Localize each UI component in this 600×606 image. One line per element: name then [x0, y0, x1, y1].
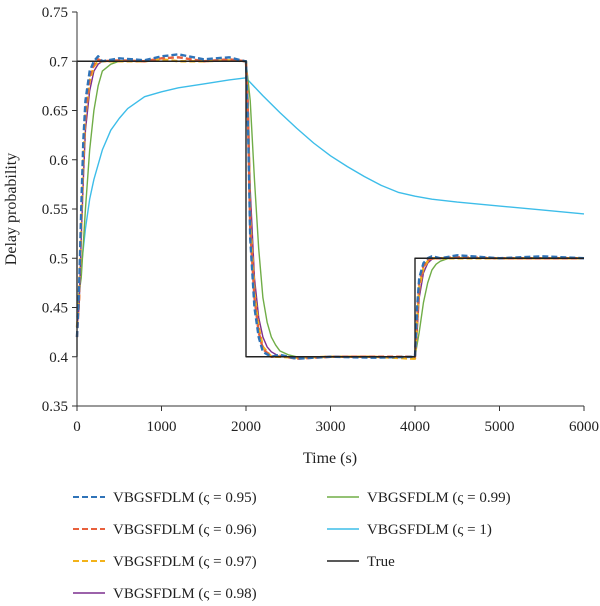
legend-label: VBGSFDLM (ς = 0.96) [113, 522, 257, 538]
y-tick-label: 0.45 [42, 301, 68, 317]
series-line-1 [75, 56, 584, 360]
x-tick-label: 2000 [231, 419, 261, 435]
x-tick-label: 6000 [569, 419, 599, 435]
series-line-2 [75, 58, 584, 360]
legend-label: VBGSFDLM (ς = 0.95) [113, 490, 257, 506]
y-tick-label: 0.5 [49, 251, 68, 267]
y-tick-label: 0.75 [42, 5, 68, 21]
y-tick-label: 0.35 [42, 399, 68, 415]
legend-label: VBGSFDLM (ς = 0.99) [367, 490, 511, 506]
x-tick-label: 5000 [485, 419, 515, 435]
y-tick-label: 0.7 [49, 54, 68, 70]
series-line-0 [75, 53, 585, 360]
legend-label: VBGSFDLM (ς = 0.97) [113, 554, 257, 570]
x-tick-label: 0 [73, 419, 81, 435]
x-tick-label: 1000 [147, 419, 177, 435]
series-layer [75, 53, 585, 360]
series-line-6 [76, 60, 584, 358]
x-axis-title: Time (s) [303, 450, 357, 467]
legend-label: VBGSFDLM (ς = 0.98) [113, 586, 257, 602]
y-tick-label: 0.55 [42, 202, 68, 218]
x-tick-label: 3000 [316, 419, 346, 435]
series-line-5 [76, 77, 585, 318]
x-tick-label: 4000 [400, 419, 430, 435]
series-line-4 [76, 60, 584, 358]
y-tick-label: 0.65 [42, 104, 68, 120]
axes-layer [76, 12, 584, 407]
legend-label: VBGSFDLM (ς = 1) [367, 522, 492, 538]
tick-layer: 0 1000 2000 3000 4000 5000 6000 0.35 0.4 0.45 0.5 0… [42, 5, 599, 435]
legend-label: True [367, 554, 395, 570]
series-line-3 [76, 60, 584, 358]
y-tick-label: 0.4 [49, 350, 68, 366]
y-axis-title: Delay probability [3, 153, 20, 265]
legend: VBGSFDLM (ς = 0.95) VBGSFDLM (ς = 0.96) VB… [73, 490, 511, 602]
y-tick-label: 0.6 [49, 153, 68, 169]
